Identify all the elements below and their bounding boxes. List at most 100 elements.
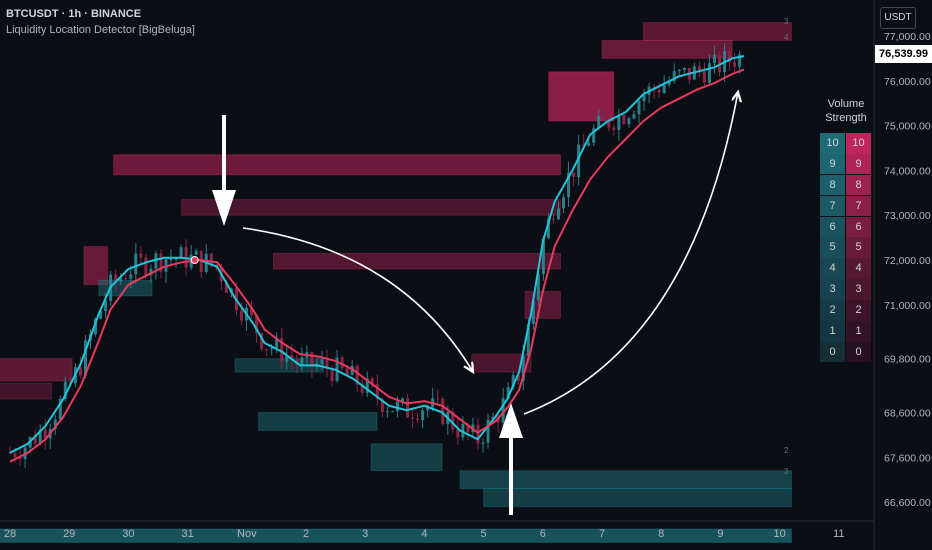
bearish-liquidity-zone	[642, 21, 792, 41]
candle-body	[733, 61, 737, 67]
bearish-liquidity-zone	[0, 382, 52, 400]
x-tick-label: 9	[717, 528, 723, 540]
signal-dot	[190, 256, 199, 265]
candle-body	[546, 218, 550, 239]
candle-body	[179, 247, 183, 259]
candle-body	[134, 253, 138, 275]
candle-body	[390, 411, 394, 413]
candle-body	[174, 258, 178, 260]
candle-body	[119, 278, 123, 282]
candle-body	[275, 338, 279, 349]
y-tick-label: 71,000.00	[884, 300, 931, 312]
x-tick-label: 8	[658, 528, 664, 540]
candle-body	[8, 452, 12, 454]
zone-count-label: 3	[784, 17, 789, 26]
candle-body	[270, 348, 274, 350]
candle-body	[224, 281, 228, 293]
candle-body	[250, 307, 254, 316]
volume-strength-title: Volume Strength	[818, 97, 874, 125]
candle-body	[335, 357, 339, 382]
candle-body	[385, 411, 389, 413]
bearish-liquidity-zone	[113, 154, 562, 176]
bear-strength-cell: 3	[846, 279, 871, 300]
bear-strength-cell: 5	[846, 237, 871, 258]
candle-body	[501, 398, 505, 423]
x-tick-label: 5	[481, 528, 487, 540]
candle-body	[139, 253, 143, 258]
bull-strength-cell: 10	[820, 133, 845, 154]
candle-body	[395, 401, 399, 412]
candle-body	[612, 127, 616, 131]
x-tick-label: 4	[421, 528, 427, 540]
candle-body	[406, 398, 410, 418]
candle-body	[702, 71, 706, 83]
candle-body	[129, 274, 133, 279]
candle-body	[712, 54, 716, 64]
candle-body	[285, 355, 289, 362]
candle-body	[144, 257, 148, 276]
last-price-badge: 76,539.99	[875, 45, 932, 63]
candle-body	[104, 300, 108, 312]
candle-body	[411, 417, 415, 419]
bull-strength-cell: 7	[820, 195, 845, 217]
bullish-liquidity-zone	[0, 528, 792, 543]
candle-body	[159, 253, 163, 272]
candle-body	[38, 429, 42, 444]
x-tick-label: 11	[833, 528, 844, 540]
bear-strength-cell: 0	[846, 341, 871, 363]
bearish-liquidity-zone	[181, 199, 562, 216]
bearish-liquidity-zone	[0, 358, 73, 382]
candle-body	[592, 128, 596, 143]
candle-body	[642, 94, 646, 102]
candle-body	[536, 274, 540, 301]
bear-strength-cell: 2	[846, 300, 871, 321]
volume-strength-row: 10 10	[820, 133, 872, 154]
volume-strength-title-line2: Strength	[825, 112, 867, 124]
candle-body	[476, 424, 480, 444]
candle-body	[94, 318, 98, 335]
candle-body	[567, 172, 571, 198]
candle-body	[622, 114, 626, 125]
candle-body	[380, 399, 384, 412]
candle-body	[617, 114, 621, 131]
bull-strength-cell: 4	[820, 258, 845, 279]
candle-body	[637, 101, 641, 115]
candle-body	[255, 315, 259, 334]
candle-body	[13, 453, 17, 458]
candle-body	[667, 81, 671, 85]
candle-body	[451, 412, 455, 430]
zone-count-label: 2	[784, 446, 789, 455]
candle-body	[682, 68, 686, 71]
candle-body	[83, 340, 87, 376]
candle-body	[320, 359, 324, 364]
candle-body	[239, 310, 243, 321]
average-line-1	[9, 68, 745, 463]
candle-body	[441, 398, 445, 425]
currency-button[interactable]: USDT	[880, 7, 916, 29]
bearish-liquidity-zone	[601, 39, 733, 59]
x-tick-label: 29	[63, 528, 75, 540]
y-tick-label: 75,000.00	[884, 121, 931, 133]
candle-body	[632, 114, 636, 119]
symbol-title: BTCUSDT · 1h · BINANCE	[6, 8, 142, 20]
bull-strength-cell: 5	[820, 237, 845, 258]
candle-body	[627, 118, 631, 125]
candle-body	[562, 197, 566, 209]
bull-strength-cell: 8	[820, 174, 845, 196]
bull-strength-cell: 2	[820, 300, 845, 321]
candle-body	[194, 250, 198, 255]
candle-body	[375, 384, 379, 400]
bear-strength-cell: 10	[846, 133, 871, 154]
candle-body	[340, 357, 344, 369]
x-tick-label: 7	[599, 528, 605, 540]
candle-body	[114, 274, 118, 282]
candle-body	[481, 442, 485, 444]
bear-strength-cell: 1	[846, 321, 871, 342]
